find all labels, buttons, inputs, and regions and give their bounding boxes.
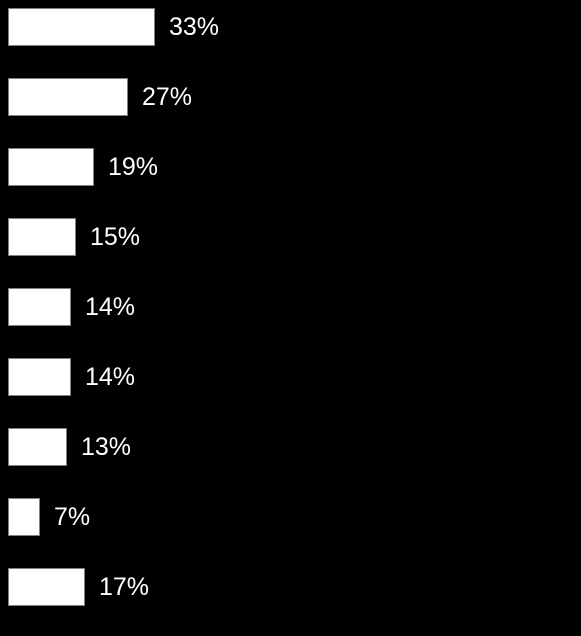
bar-chart: 33% 27% 19% 15% 14% 14% 13% 7% 17% [8,8,573,606]
bar-row: 14% [8,288,573,326]
bar-row: 7% [8,498,573,536]
bar [8,428,67,466]
bar [8,78,128,116]
bar [8,288,71,326]
bar-label: 14% [85,363,135,392]
bar-label: 17% [99,573,149,602]
bar [8,148,94,186]
bar-row: 17% [8,568,573,606]
bar-row: 14% [8,358,573,396]
bar [8,218,76,256]
bar-label: 27% [142,83,192,112]
bar [8,8,155,46]
bar [8,498,40,536]
bar-label: 13% [81,433,131,462]
bar-row: 15% [8,218,573,256]
bar-label: 14% [85,293,135,322]
bar-label: 33% [169,13,219,42]
bar-label: 19% [108,153,158,182]
bar-row: 19% [8,148,573,186]
bar [8,568,85,606]
bar [8,358,71,396]
bar-label: 15% [90,223,140,252]
bar-label: 7% [54,503,90,532]
bar-row: 13% [8,428,573,466]
bar-row: 27% [8,78,573,116]
bar-row: 33% [8,8,573,46]
